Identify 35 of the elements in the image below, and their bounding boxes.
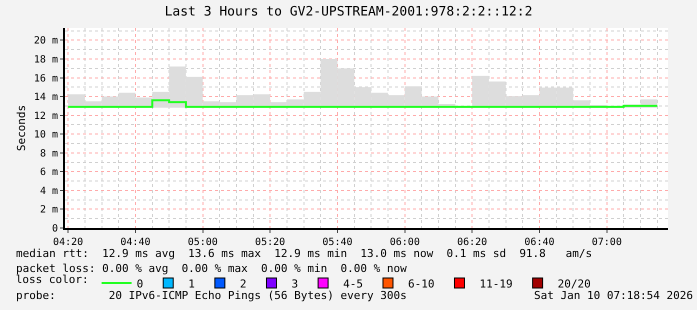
y-axis-title: Seconds bbox=[15, 104, 28, 152]
text: Sat Jan 10 07:18:54 2026 bbox=[534, 289, 693, 302]
y-tick-label: 10 m bbox=[34, 130, 58, 141]
text: packet loss: 0.00 % avg 0.00 % max 0.00 % min 0.00 % now bbox=[16, 262, 408, 275]
x-tick-label: 05:20 bbox=[255, 237, 286, 248]
x-tick-label: 06:00 bbox=[390, 237, 420, 248]
text: probe: 20 IPv6-ICMP Echo Pings (56 Bytes) every 300s bbox=[16, 289, 407, 302]
legend-label: 3 bbox=[291, 277, 298, 290]
text: median rtt: 12.9 ms avg 13.6 ms max 12.9 ms min 13.0 ms now 0.1 ms sd 91.8 am/s bbox=[16, 247, 592, 260]
y-tick-label: 18 m bbox=[34, 54, 58, 66]
y-tick-label: 8 m bbox=[40, 148, 58, 160]
legend-label: 20/20 bbox=[558, 277, 591, 290]
x-tick-label: 06:20 bbox=[457, 237, 488, 248]
y-tick-label: 16 m bbox=[34, 73, 58, 84]
y-tick-label: 2 m bbox=[40, 204, 58, 216]
y-tick-label: 12 m bbox=[34, 110, 58, 122]
y-tick-label: 0 bbox=[52, 224, 58, 234]
legend-label: 6-10 bbox=[408, 277, 434, 290]
legend-title: loss color: bbox=[16, 272, 89, 286]
legend-label: 2 bbox=[240, 277, 246, 290]
legend-label: 11-19 bbox=[479, 277, 513, 290]
x-tick-label: 05:40 bbox=[322, 237, 353, 248]
x-tick-label: 04:40 bbox=[120, 237, 150, 248]
x-tick-label: 06:40 bbox=[524, 237, 555, 248]
legend-label: 0 bbox=[136, 277, 144, 290]
y-tick-label: 6 m bbox=[40, 167, 58, 178]
y-tick-label: 20 m bbox=[34, 36, 58, 47]
x-tick-label: 05:00 bbox=[188, 237, 218, 248]
x-tick-label: 07:00 bbox=[592, 237, 622, 248]
y-tick-label: 4 m bbox=[40, 186, 58, 197]
legend-label: 4-5 bbox=[343, 277, 363, 290]
chart-title: Last 3 Hours to GV2-UPSTREAM-2001:978:2:2::12:2 bbox=[164, 4, 532, 20]
x-tick-label: 04:20 bbox=[53, 237, 84, 248]
legend-label: 1 bbox=[188, 277, 195, 290]
y-tick-label: 14 m bbox=[34, 92, 58, 104]
